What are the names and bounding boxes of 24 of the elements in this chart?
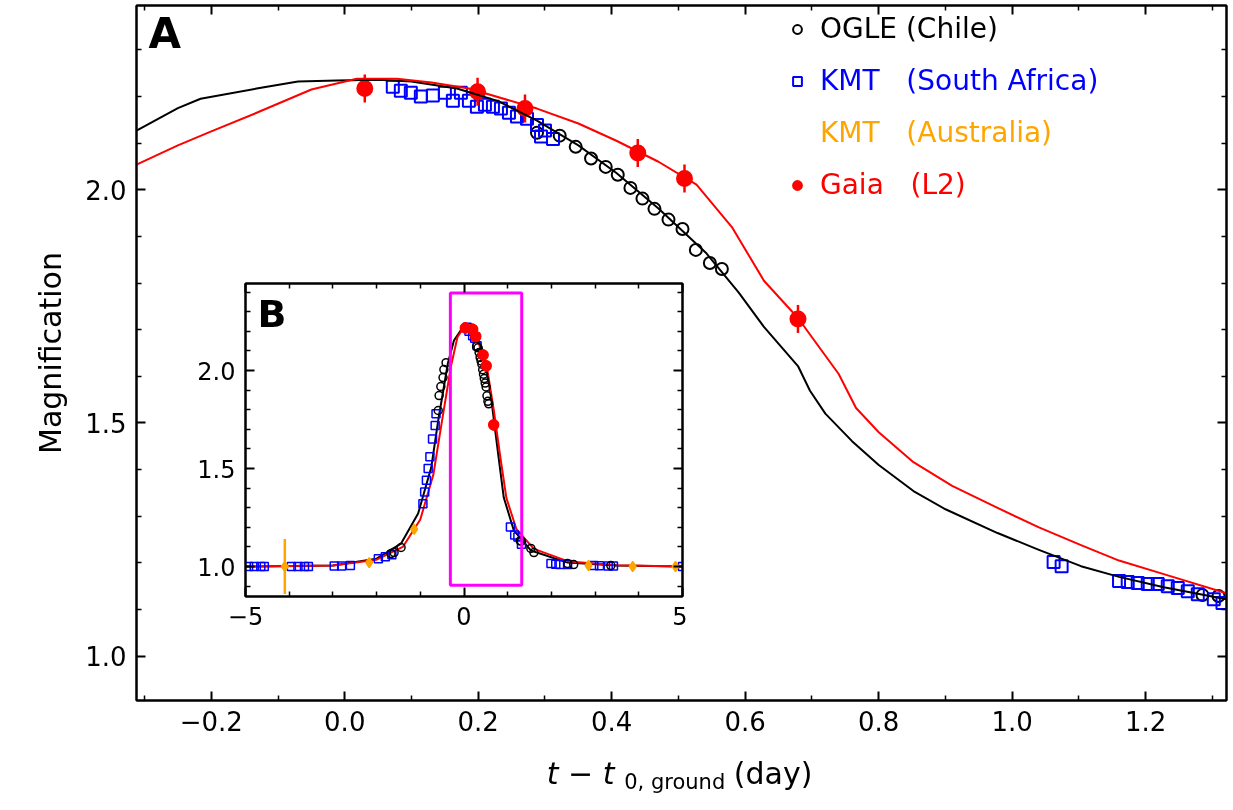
x-tick-label: 0.4: [591, 706, 633, 737]
y-tick-label: 1.0: [85, 642, 127, 673]
legend-label: KMT (South Africa): [820, 64, 1099, 97]
y-tick-label: 1.5: [85, 408, 127, 439]
y-tick-label: 2.0: [197, 357, 236, 386]
annotation: B: [257, 291, 287, 336]
y-tick-label: 1.5: [197, 455, 236, 484]
legend-label: KMT (Australia): [820, 116, 1053, 149]
x-tick-label: 5: [672, 602, 688, 631]
x-tick-label: 0.8: [858, 706, 900, 737]
x-tick-label: 1.2: [1125, 706, 1167, 737]
y-tick-label: 2.0: [85, 175, 127, 206]
y-axis-title: Magnification: [33, 252, 69, 454]
x-tick-label: 0.0: [324, 706, 366, 737]
x-tick-label: 0.2: [457, 706, 499, 737]
legend-label: Gaia (L2): [820, 168, 966, 201]
x-tick-label: 0: [456, 602, 472, 631]
x-tick-label: −5: [227, 602, 264, 631]
annotation: A: [148, 8, 182, 58]
x-tick-label: 1.0: [991, 706, 1033, 737]
x-tick-label: 0.6: [724, 706, 766, 737]
y-tick-label: 1.0: [197, 553, 236, 582]
x-tick-label: −0.2: [179, 706, 243, 737]
legend-label: OGLE (Chile): [820, 12, 998, 45]
